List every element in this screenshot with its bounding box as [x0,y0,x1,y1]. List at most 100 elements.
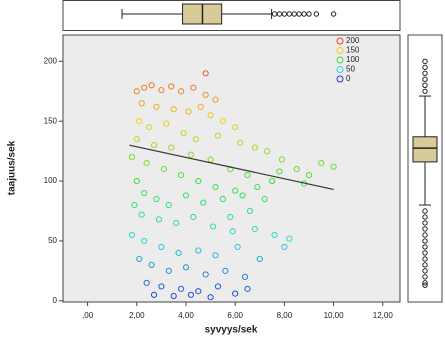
outlier [422,88,428,94]
legend-label: 200 [346,36,360,45]
point [153,195,160,203]
point [200,199,207,206]
x-tick-label: 2,00 [129,311,145,320]
outlier [422,58,428,65]
outlier [422,280,428,286]
outlier [313,11,320,17]
point [187,151,195,158]
point [330,163,337,170]
point [185,108,192,115]
box [412,136,438,163]
point [219,118,226,125]
y-tick-label: 200 [44,56,58,65]
plot-area [62,34,401,303]
x-axis-title: syvyys/sek [205,325,258,336]
point [202,91,209,98]
point [212,96,219,103]
point [177,285,185,292]
legend-marker [336,47,344,54]
point [219,195,226,203]
legend-marker [336,56,344,64]
point [271,231,278,239]
outlier [422,256,428,262]
legend-label: 50 [346,65,355,74]
point [168,144,175,151]
point [128,154,135,161]
point [175,249,182,257]
point [165,267,172,274]
point [234,243,241,251]
x-tick-label: 4,00 [178,311,194,320]
point [168,83,175,90]
point [268,177,276,185]
point [190,84,197,91]
outlier [422,262,428,268]
y-axis-title: taajuus/sek [7,140,18,195]
point [163,120,170,127]
point [150,142,158,149]
outlier [422,76,428,83]
point [138,100,145,107]
outlier [422,82,428,88]
point [177,88,185,95]
legend-marker [336,37,344,45]
outlier [422,64,428,71]
point [148,82,155,89]
point [165,201,172,209]
point [202,70,209,77]
outlier [291,11,297,17]
point [207,112,214,119]
point [195,247,202,254]
point [214,132,222,139]
outlier [422,268,428,274]
point [180,130,187,137]
point [227,213,234,221]
point [133,177,140,185]
point [187,291,195,298]
point [254,183,261,191]
point [244,171,251,179]
outlier [422,70,428,77]
point [136,118,143,125]
x-tick-label: 12,00 [373,311,394,320]
x-tick-label: 6,00 [227,311,243,320]
outlier [422,238,428,244]
point [232,187,239,194]
x-tick-label: 8,00 [277,311,293,320]
point [251,144,258,151]
outlier [422,232,428,238]
point [212,252,219,259]
point [141,84,148,91]
point [153,103,160,110]
point [232,124,239,131]
point [177,171,185,179]
point [143,279,150,286]
point [138,211,145,218]
point [318,160,325,167]
point [136,255,143,262]
point [305,171,313,179]
point [158,283,165,290]
outlier [422,250,428,256]
outlier [422,274,428,280]
point [251,225,258,233]
y-tick-label: 0 [53,296,58,305]
legend-marker [336,75,344,83]
point [182,192,190,199]
outlier [422,214,428,220]
legend-label: 100 [346,55,360,64]
outlier [306,11,312,17]
point [209,223,217,230]
point [229,228,236,235]
point [158,86,165,94]
point [222,267,229,274]
point [173,219,180,227]
point [239,192,246,199]
point [190,213,197,221]
point [237,139,244,146]
top-panel [62,0,401,31]
point [214,283,222,290]
x-tick-label: ,00 [82,311,94,320]
point [241,273,249,280]
